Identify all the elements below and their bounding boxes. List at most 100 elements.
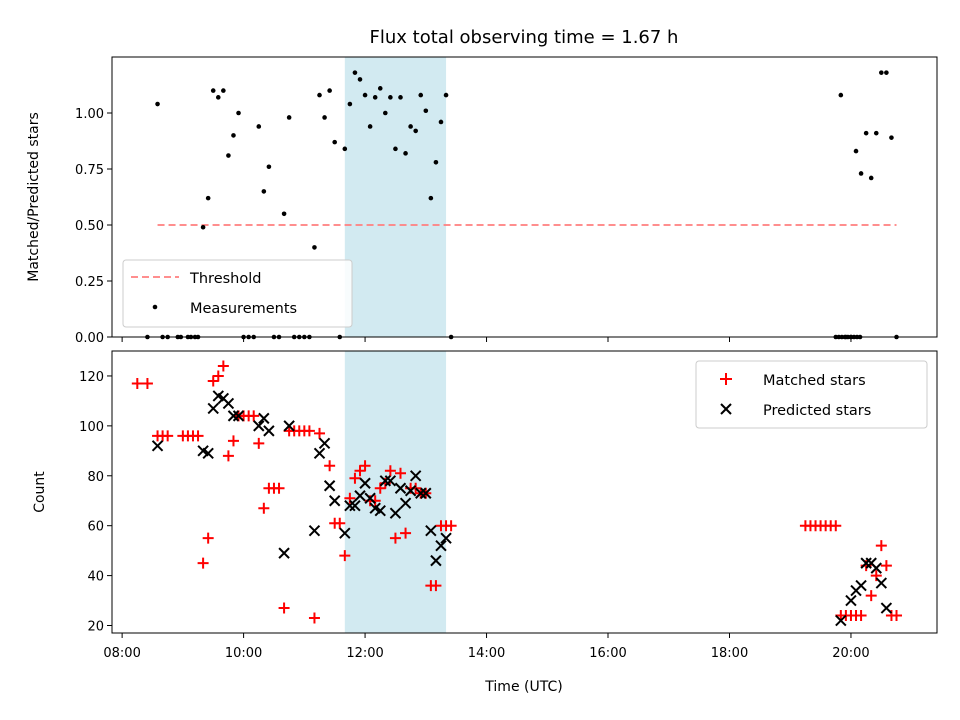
measurement-point: [215, 95, 221, 100]
matched-star-point: [162, 430, 174, 442]
matched-star-point: [222, 450, 234, 462]
predicted-star-point: [394, 482, 407, 494]
matched-star-point: [349, 472, 361, 484]
x-tick-label: 12:00: [346, 646, 383, 661]
measurement-point: [377, 86, 383, 91]
predicted-star-point: [875, 577, 888, 589]
matched-star-point: [339, 550, 351, 562]
matched-star-point: [359, 460, 371, 472]
measurement-point: [413, 128, 418, 134]
matched-star-point: [384, 465, 396, 477]
matched-star-point: [207, 375, 219, 387]
matched-star-point: [324, 460, 336, 472]
x-tick-label: 14:00: [468, 646, 505, 661]
predicted-star-point: [384, 475, 397, 487]
matched-star-point: [394, 467, 406, 479]
measurement-point: [438, 119, 444, 125]
measurement-point: [342, 146, 348, 152]
measurement-point: [236, 110, 241, 116]
matched-star-point: [258, 502, 270, 514]
predicted-star-point: [283, 420, 295, 432]
predicted-star-point: [232, 410, 245, 422]
measurement-point: [327, 88, 332, 93]
ratio-legend-box: [122, 259, 353, 328]
measurement-point: [226, 153, 231, 158]
measurement-point: [221, 88, 226, 93]
measurement-point: [322, 115, 327, 120]
predicted-star-point: [379, 475, 392, 487]
measurement-point: [317, 92, 322, 98]
matched-star-point: [389, 532, 401, 544]
ratio-axes-frame: [111, 56, 938, 338]
matched-star-point: [227, 435, 239, 447]
ratio-panel: 0.00 0.25 0.50 0.75 1.00 Matched/Predicted s…: [26, 56, 938, 346]
matched-star-point: [253, 437, 265, 449]
measurement-point: [838, 92, 844, 98]
count-panel: 20 40 60 80 100 120 08:00 10:00 12:00 14:00 16:00 1…: [32, 350, 938, 661]
matched-star-point: [830, 520, 842, 532]
predicted-star-point: [258, 412, 270, 425]
predicted-star-point: [404, 485, 417, 497]
predicted-star-point: [202, 447, 214, 460]
predicted-star-point: [425, 524, 437, 537]
legend-measurements-swatch: [152, 304, 158, 310]
ratio-y-tick-label: 1.00: [75, 107, 104, 122]
x-axis-label: Time (UTC): [484, 679, 562, 695]
ratio-y-tick-label: 0.75: [75, 163, 104, 178]
count-y-axis-label: Count: [32, 471, 48, 513]
measurement-point: [858, 171, 864, 176]
predicted-star-point: [855, 579, 867, 592]
matched-star-point: [278, 602, 290, 614]
predicted-star-point: [430, 554, 442, 567]
predicted-star-point: [835, 614, 847, 627]
legend-threshold-label: Threshold: [189, 271, 261, 287]
measurement-point: [868, 175, 874, 181]
measurement-point: [388, 95, 393, 100]
count-y-tick-label: 20: [87, 620, 104, 635]
measurement-point: [281, 211, 287, 217]
legend-predicted-swatch: [720, 403, 732, 415]
measurement-point: [879, 70, 884, 75]
x-tick-label: 18:00: [711, 646, 748, 661]
matched-star-point: [855, 610, 867, 622]
matched-star-point: [865, 590, 877, 602]
measurement-point: [332, 139, 337, 145]
predicted-star-point: [253, 420, 265, 432]
count-legend: Matched stars Predicted stars: [695, 360, 928, 429]
matched-star-point: [875, 540, 887, 552]
legend-predicted-label: Predicted stars: [763, 403, 871, 419]
count-y-tick-label: 40: [87, 570, 104, 585]
measurement-point: [266, 164, 272, 170]
count-y-tick-label: 60: [87, 520, 104, 535]
ratio-y-axis-label: Matched/Predicted stars: [26, 112, 42, 282]
matched-star-point: [354, 465, 366, 477]
predicted-star-point: [349, 500, 361, 512]
matched-star-point: [314, 427, 326, 439]
predicted-star-point: [323, 480, 336, 492]
predicted-star-point: [313, 447, 326, 460]
measurement-point: [210, 88, 216, 93]
predicted-star-point: [399, 497, 412, 509]
predicted-star-point: [278, 547, 290, 559]
measurement-point: [884, 70, 889, 75]
matched-star-point: [334, 517, 346, 529]
matched-star-point: [273, 482, 285, 494]
predicted-star-point: [308, 524, 321, 537]
predicted-star-point: [207, 402, 219, 415]
measurement-point: [403, 151, 408, 156]
measurement-point: [312, 245, 317, 250]
predicted-star-point: [420, 487, 432, 499]
measurement-point: [853, 148, 859, 154]
matched-star-point: [212, 370, 224, 382]
measurement-point: [889, 135, 894, 140]
ratio-axis-ticks: 0.00 0.25 0.50 0.75 1.00: [75, 107, 852, 346]
count-marks: [131, 360, 903, 627]
count-axes-frame: [111, 350, 938, 634]
legend-matched-label: Matched stars: [763, 373, 866, 389]
x-tick-label: 16:00: [589, 646, 626, 661]
ratio-legend: Threshold Measurements: [122, 259, 353, 328]
measurement-point: [418, 92, 424, 98]
matched-star-point: [141, 377, 153, 389]
matched-star-point: [891, 610, 903, 622]
measurement-point: [423, 108, 429, 114]
